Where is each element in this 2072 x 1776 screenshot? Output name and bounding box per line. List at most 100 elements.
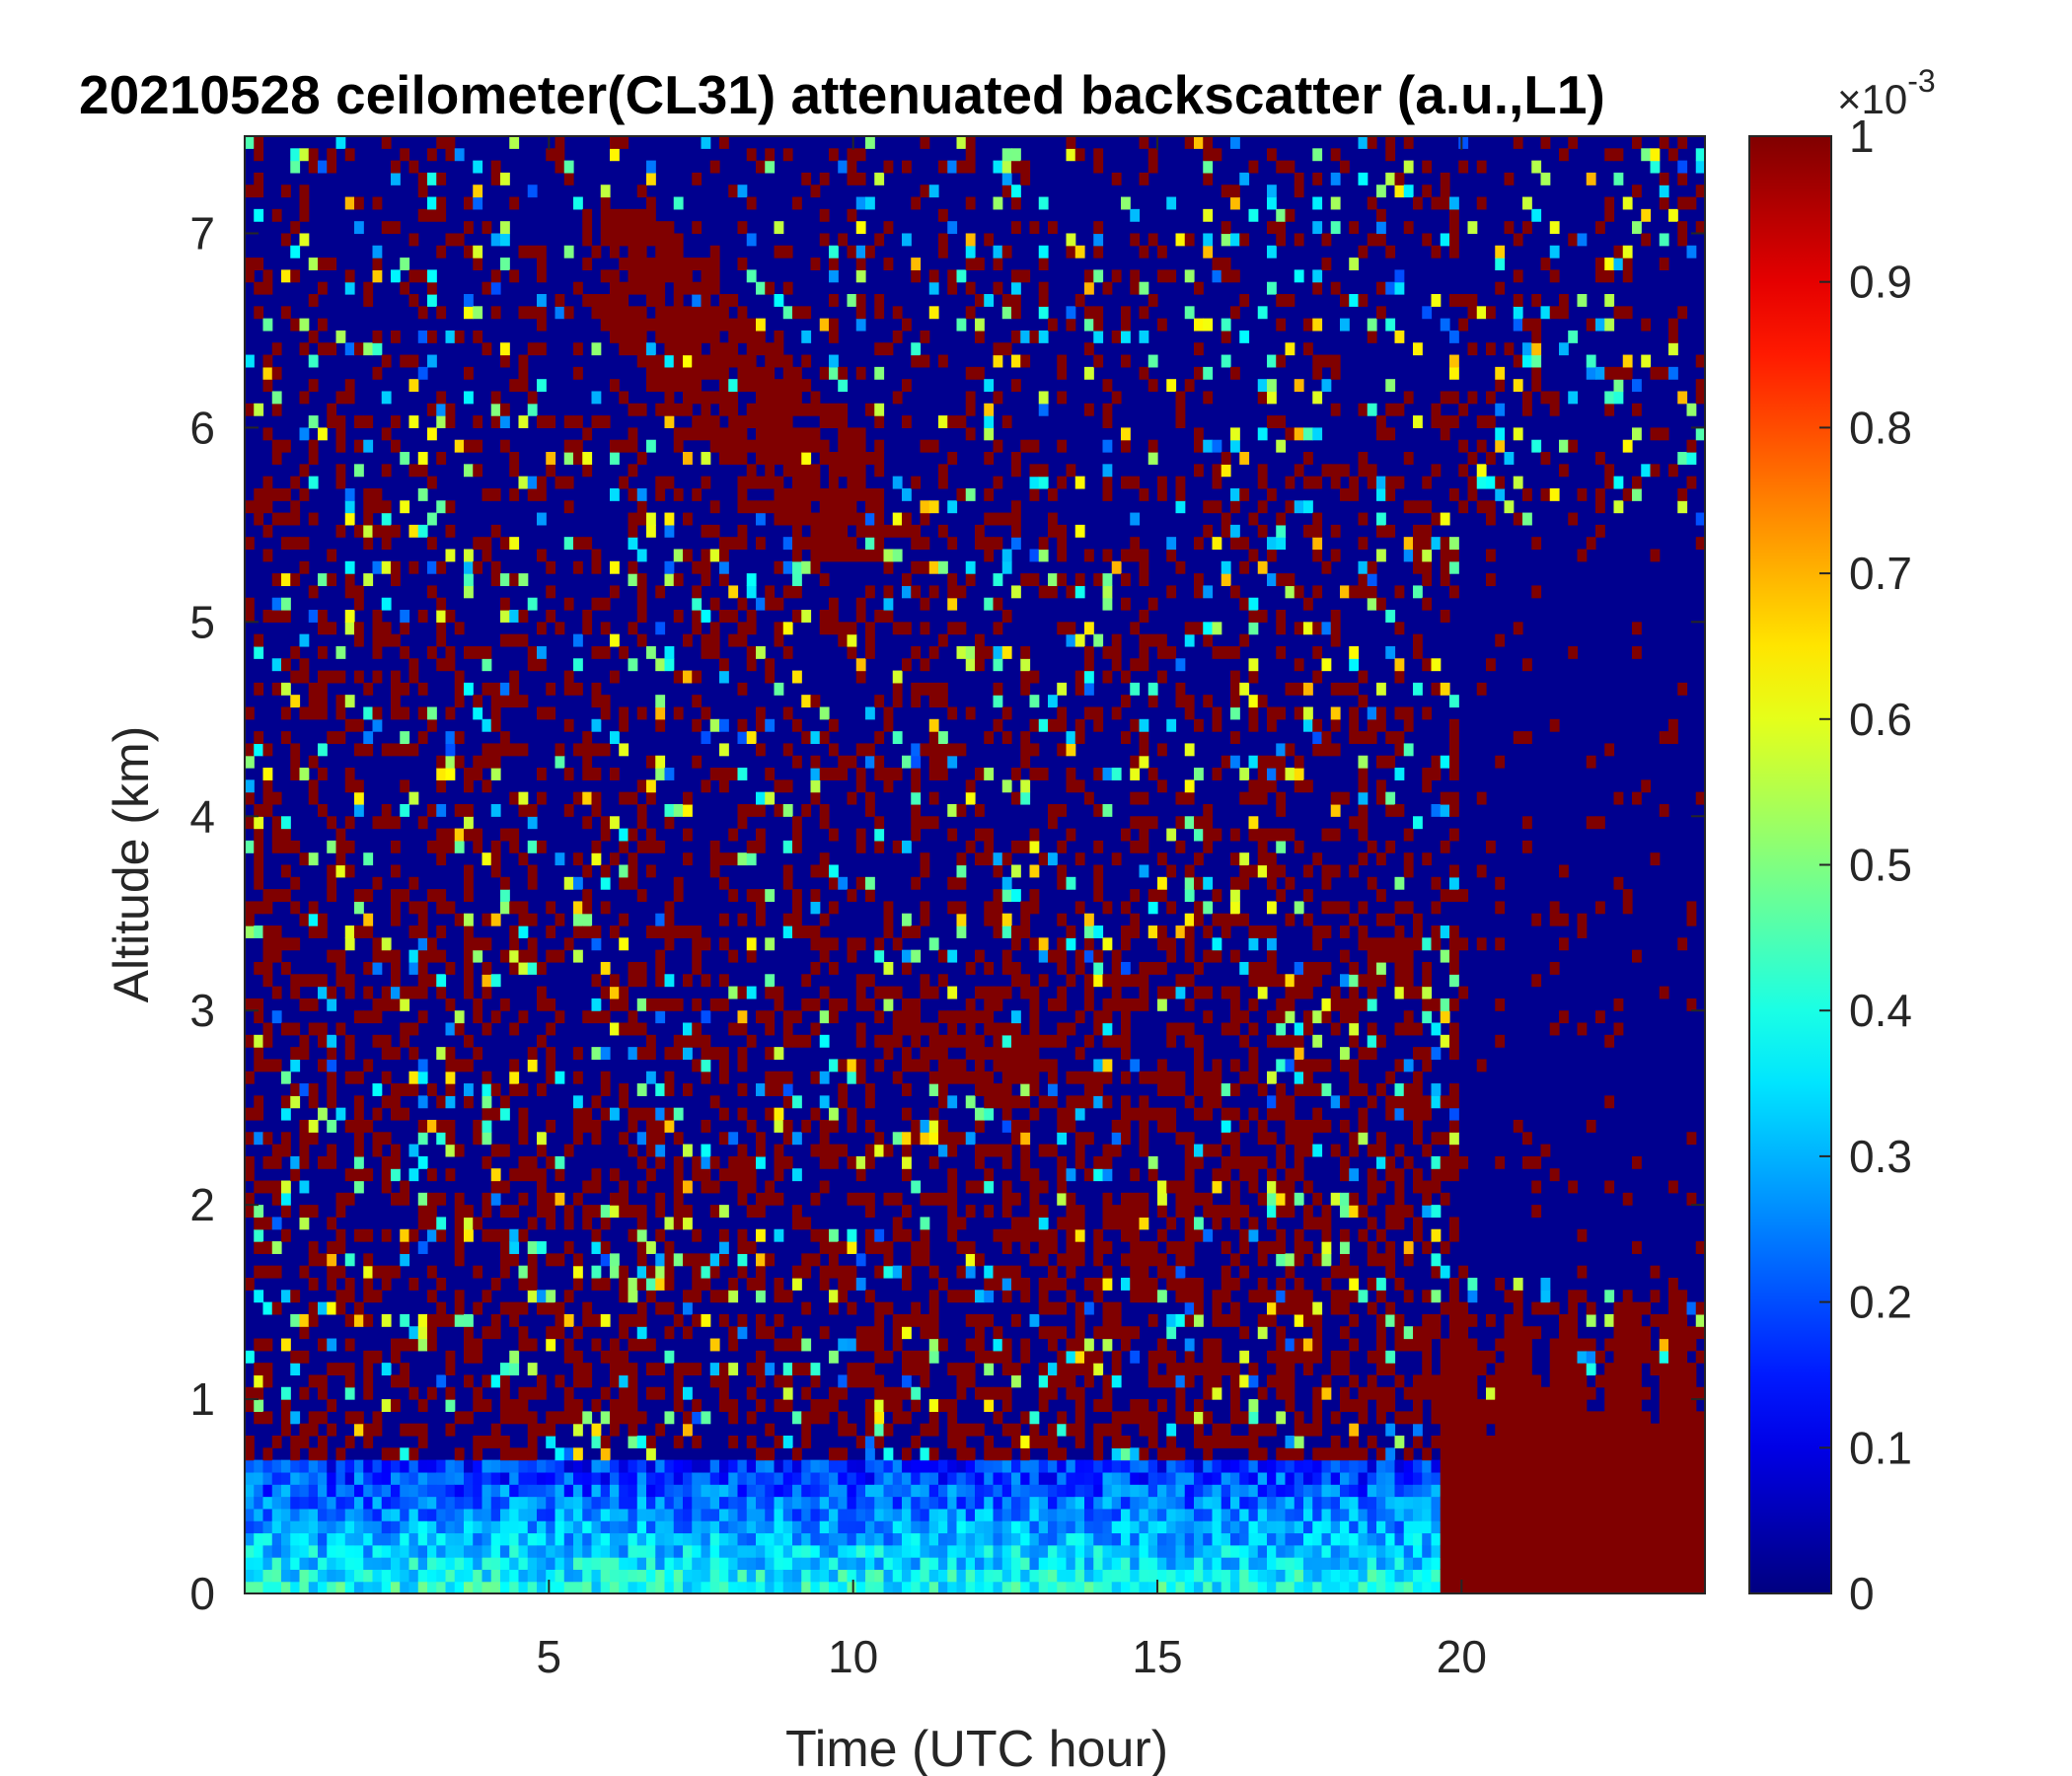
heatmap-cell <box>372 1083 383 1096</box>
heatmap-cell <box>673 1132 684 1146</box>
heatmap-cell <box>290 670 301 684</box>
heatmap-cell <box>1029 1217 1040 1230</box>
heatmap-cell <box>481 1374 492 1388</box>
heatmap-cell <box>527 1496 538 1510</box>
heatmap-cell <box>902 961 912 975</box>
heatmap-cell <box>993 1508 1003 1521</box>
heatmap-cell <box>728 452 739 465</box>
heatmap-cell <box>928 1581 939 1593</box>
heatmap-cell <box>518 1155 529 1169</box>
heatmap-cell <box>865 403 875 416</box>
heatmap-cell <box>1074 1569 1085 1583</box>
heatmap-cell <box>855 427 866 441</box>
heatmap-cell <box>701 1484 711 1498</box>
heatmap-cell <box>490 269 501 283</box>
heatmap-cell <box>1130 1532 1141 1546</box>
heatmap-cell <box>327 148 337 162</box>
heatmap-cell <box>709 1520 720 1534</box>
heatmap-cell <box>636 1459 647 1473</box>
heatmap-cell <box>600 1435 611 1448</box>
heatmap-cell <box>417 610 428 623</box>
heatmap-cell <box>299 1544 310 1558</box>
heatmap-cell <box>1038 1581 1049 1593</box>
heatmap-cell <box>1111 949 1122 963</box>
heatmap-cell <box>947 828 958 842</box>
heatmap-cell <box>847 1107 857 1121</box>
heatmap-cell <box>892 1471 903 1485</box>
heatmap-cell <box>591 1459 602 1473</box>
heatmap-cell <box>344 695 355 708</box>
heatmap-cell <box>427 1083 437 1096</box>
heatmap-cell <box>500 828 510 842</box>
heatmap-cell <box>318 670 328 684</box>
heatmap-cell <box>801 998 812 1011</box>
heatmap-cell <box>427 148 437 162</box>
heatmap-cell <box>335 1107 346 1121</box>
heatmap-cell <box>1038 1544 1049 1558</box>
heatmap-cell <box>993 1228 1003 1242</box>
heatmap-cell <box>582 1119 593 1133</box>
heatmap-cell <box>1029 1228 1040 1242</box>
heatmap-cell <box>902 1059 912 1073</box>
heatmap-cell <box>454 233 465 247</box>
heatmap-cell <box>1057 476 1068 489</box>
heatmap-cell <box>400 1544 410 1558</box>
heatmap-cell <box>756 160 766 174</box>
heatmap-cell <box>408 658 419 672</box>
heatmap-cell <box>600 1520 611 1534</box>
heatmap-cell <box>683 633 693 647</box>
heatmap-cell <box>1066 1217 1076 1230</box>
heatmap-cell <box>1111 1520 1122 1534</box>
heatmap-cell <box>281 610 291 623</box>
heatmap-cell <box>344 487 355 501</box>
heatmap-cell <box>1102 1557 1113 1570</box>
heatmap-cell <box>1066 768 1076 780</box>
heatmap-cell <box>245 1350 255 1364</box>
heatmap-cell <box>928 1496 939 1510</box>
heatmap-cell <box>327 1047 337 1061</box>
heatmap-cell <box>400 1083 410 1096</box>
heatmap-cell <box>883 1484 894 1498</box>
heatmap-cell <box>792 718 802 732</box>
heatmap-cell <box>801 1557 812 1570</box>
heatmap-cell <box>327 403 337 416</box>
heatmap-cell <box>728 1471 739 1485</box>
heatmap-cell <box>975 1338 985 1352</box>
heatmap-cell <box>636 1484 647 1498</box>
heatmap-cell <box>1057 1374 1068 1388</box>
heatmap-cell <box>984 1569 995 1583</box>
heatmap-cell <box>792 537 802 551</box>
heatmap-cell <box>490 1192 501 1206</box>
heatmap-cell <box>646 828 656 842</box>
heatmap-cell <box>518 743 529 757</box>
heatmap-cell <box>1057 1496 1068 1510</box>
heatmap-cell <box>290 937 301 951</box>
heatmap-cell <box>855 1071 866 1084</box>
heatmap-cell <box>610 1107 620 1121</box>
heatmap-cell <box>728 986 739 999</box>
heatmap-cell <box>363 500 374 514</box>
heatmap-cell <box>546 464 556 478</box>
heatmap-cell <box>537 1508 547 1521</box>
heatmap-cell <box>865 524 875 538</box>
heatmap-cell <box>271 452 282 465</box>
heatmap-cell <box>546 1059 556 1073</box>
heatmap-cell <box>1084 658 1094 672</box>
heatmap-cell <box>975 828 985 842</box>
heatmap-cell <box>628 1047 638 1061</box>
heatmap-cell <box>281 1520 291 1534</box>
heatmap-cell <box>381 1155 392 1169</box>
heatmap-cell <box>436 986 447 999</box>
heatmap-cell <box>427 840 437 853</box>
heatmap-cell <box>354 1496 364 1510</box>
heatmap-cell <box>1074 1363 1085 1376</box>
heatmap-cell <box>619 1411 629 1425</box>
heatmap-cell <box>318 1557 328 1570</box>
heatmap-cell <box>490 1435 501 1448</box>
heatmap-cell <box>874 500 885 514</box>
heatmap-cell <box>299 1386 310 1400</box>
heatmap-cell <box>874 1581 885 1593</box>
heatmap-cell <box>1130 718 1141 732</box>
heatmap-cell <box>902 755 912 769</box>
heatmap-cell <box>509 949 520 963</box>
